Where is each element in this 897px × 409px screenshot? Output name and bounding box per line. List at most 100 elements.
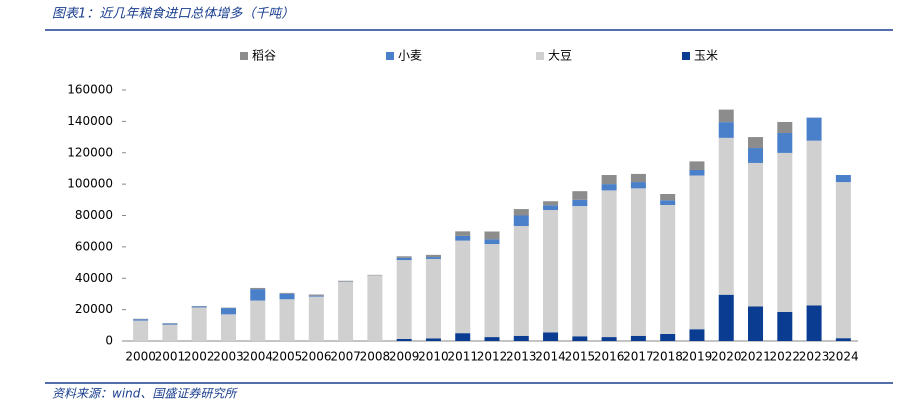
y-tick-label: 60000 xyxy=(75,239,113,253)
y-tick-label: 0 xyxy=(105,334,113,348)
bar-segment xyxy=(631,336,646,341)
y-tick-label: 20000 xyxy=(75,302,113,316)
y-tick-label: 40000 xyxy=(75,271,113,285)
bar-segment xyxy=(514,216,529,227)
x-tick-label: 2007 xyxy=(330,350,361,364)
bar-segment xyxy=(777,122,792,133)
bar-segment xyxy=(485,232,500,240)
x-tick-label: 2021 xyxy=(740,350,771,364)
bar-segment xyxy=(719,122,734,138)
bar-segment xyxy=(631,174,646,182)
x-tick-label: 2009 xyxy=(389,350,420,364)
x-tick-label: 2023 xyxy=(799,350,830,364)
bar-segment xyxy=(602,184,617,190)
chart-title: 图表1：近几年粮食进口总体增多（千吨） xyxy=(52,6,294,22)
bar-segment xyxy=(660,200,675,205)
bar-segment xyxy=(748,148,763,163)
x-tick-label: 2024 xyxy=(828,350,859,364)
bar-segment xyxy=(602,175,617,184)
x-tick-label: 2015 xyxy=(565,350,596,364)
y-tick-label: 100000 xyxy=(67,177,113,191)
bar-segment xyxy=(602,337,617,341)
bar-segment xyxy=(133,321,148,341)
bar-segment xyxy=(338,281,353,282)
bar-segment xyxy=(514,336,529,341)
bar-segment xyxy=(309,297,324,341)
bar-segment xyxy=(748,306,763,341)
bar-segment xyxy=(426,257,441,259)
bar-segment xyxy=(426,259,441,339)
bar-segment xyxy=(777,133,792,153)
bar-segment xyxy=(455,236,470,241)
bar-segment xyxy=(397,258,412,260)
x-tick-label: 2001 xyxy=(155,350,186,364)
bar-segment xyxy=(455,333,470,341)
bar-segment xyxy=(397,256,412,258)
x-tick-label: 2006 xyxy=(301,350,332,364)
bar-segment xyxy=(572,206,587,336)
x-tick-label: 2003 xyxy=(213,350,244,364)
bar-segment xyxy=(836,338,851,341)
bar-segment xyxy=(426,338,441,341)
bar-segment xyxy=(367,275,382,341)
bar-segment xyxy=(309,296,324,297)
legend-label: 小麦 xyxy=(398,49,422,63)
bar-segment xyxy=(514,226,529,336)
source-note: 资料来源：wind、国盛证券研究所 xyxy=(52,387,238,401)
bar-segment xyxy=(777,153,792,312)
bar-segment xyxy=(133,319,148,320)
bar-segment xyxy=(572,336,587,341)
bar-segment xyxy=(660,194,675,200)
legend-swatch xyxy=(386,52,394,60)
x-tick-label: 2014 xyxy=(535,350,566,364)
bar-segment xyxy=(162,325,177,341)
bar-segment xyxy=(280,299,295,341)
bar-segment xyxy=(250,288,265,289)
x-tick-label: 2005 xyxy=(272,350,303,364)
bar-segment xyxy=(602,190,617,337)
x-tick-label: 2016 xyxy=(594,350,625,364)
bar-segment xyxy=(514,209,529,215)
y-tick-label: 140000 xyxy=(67,114,113,128)
bar-segment xyxy=(543,201,558,205)
bar-segment xyxy=(572,191,587,200)
legend-swatch xyxy=(536,52,544,60)
bar-segment xyxy=(485,239,500,244)
x-tick-label: 2022 xyxy=(770,350,801,364)
x-tick-label: 2011 xyxy=(447,350,478,364)
legend-swatch xyxy=(240,52,248,60)
bar-segment xyxy=(485,244,500,337)
bar-segment xyxy=(689,161,704,170)
bar-segment xyxy=(221,314,236,341)
bar-segment xyxy=(162,324,177,325)
bar-segment xyxy=(807,305,822,341)
bar-segment xyxy=(280,293,295,294)
legend-label: 玉米 xyxy=(694,49,718,63)
bar-segment xyxy=(689,329,704,341)
bar-segment xyxy=(719,110,734,123)
x-tick-label: 2000 xyxy=(125,350,156,364)
bar-segment xyxy=(748,163,763,307)
x-tick-label: 2012 xyxy=(477,350,508,364)
x-tick-label: 2018 xyxy=(652,350,683,364)
x-tick-label: 2020 xyxy=(711,350,742,364)
bar-segment xyxy=(309,295,324,296)
bar-segment xyxy=(338,282,353,341)
x-tick-label: 2010 xyxy=(418,350,449,364)
bar-segment xyxy=(777,312,792,341)
x-tick-label: 2004 xyxy=(242,350,273,364)
y-tick-label: 160000 xyxy=(67,83,113,97)
bar-segment xyxy=(250,301,265,341)
bar-segment xyxy=(280,294,295,300)
bar-segment xyxy=(807,141,822,306)
bar-segment xyxy=(367,275,382,276)
bar-segment xyxy=(455,241,470,334)
x-tick-label: 2017 xyxy=(623,350,654,364)
x-tick-label: 2013 xyxy=(506,350,537,364)
bar-segment xyxy=(397,339,412,341)
x-tick-label: 2008 xyxy=(360,350,391,364)
bar-segment xyxy=(250,289,265,300)
bar-segment xyxy=(836,175,851,182)
bar-segment xyxy=(543,205,558,210)
